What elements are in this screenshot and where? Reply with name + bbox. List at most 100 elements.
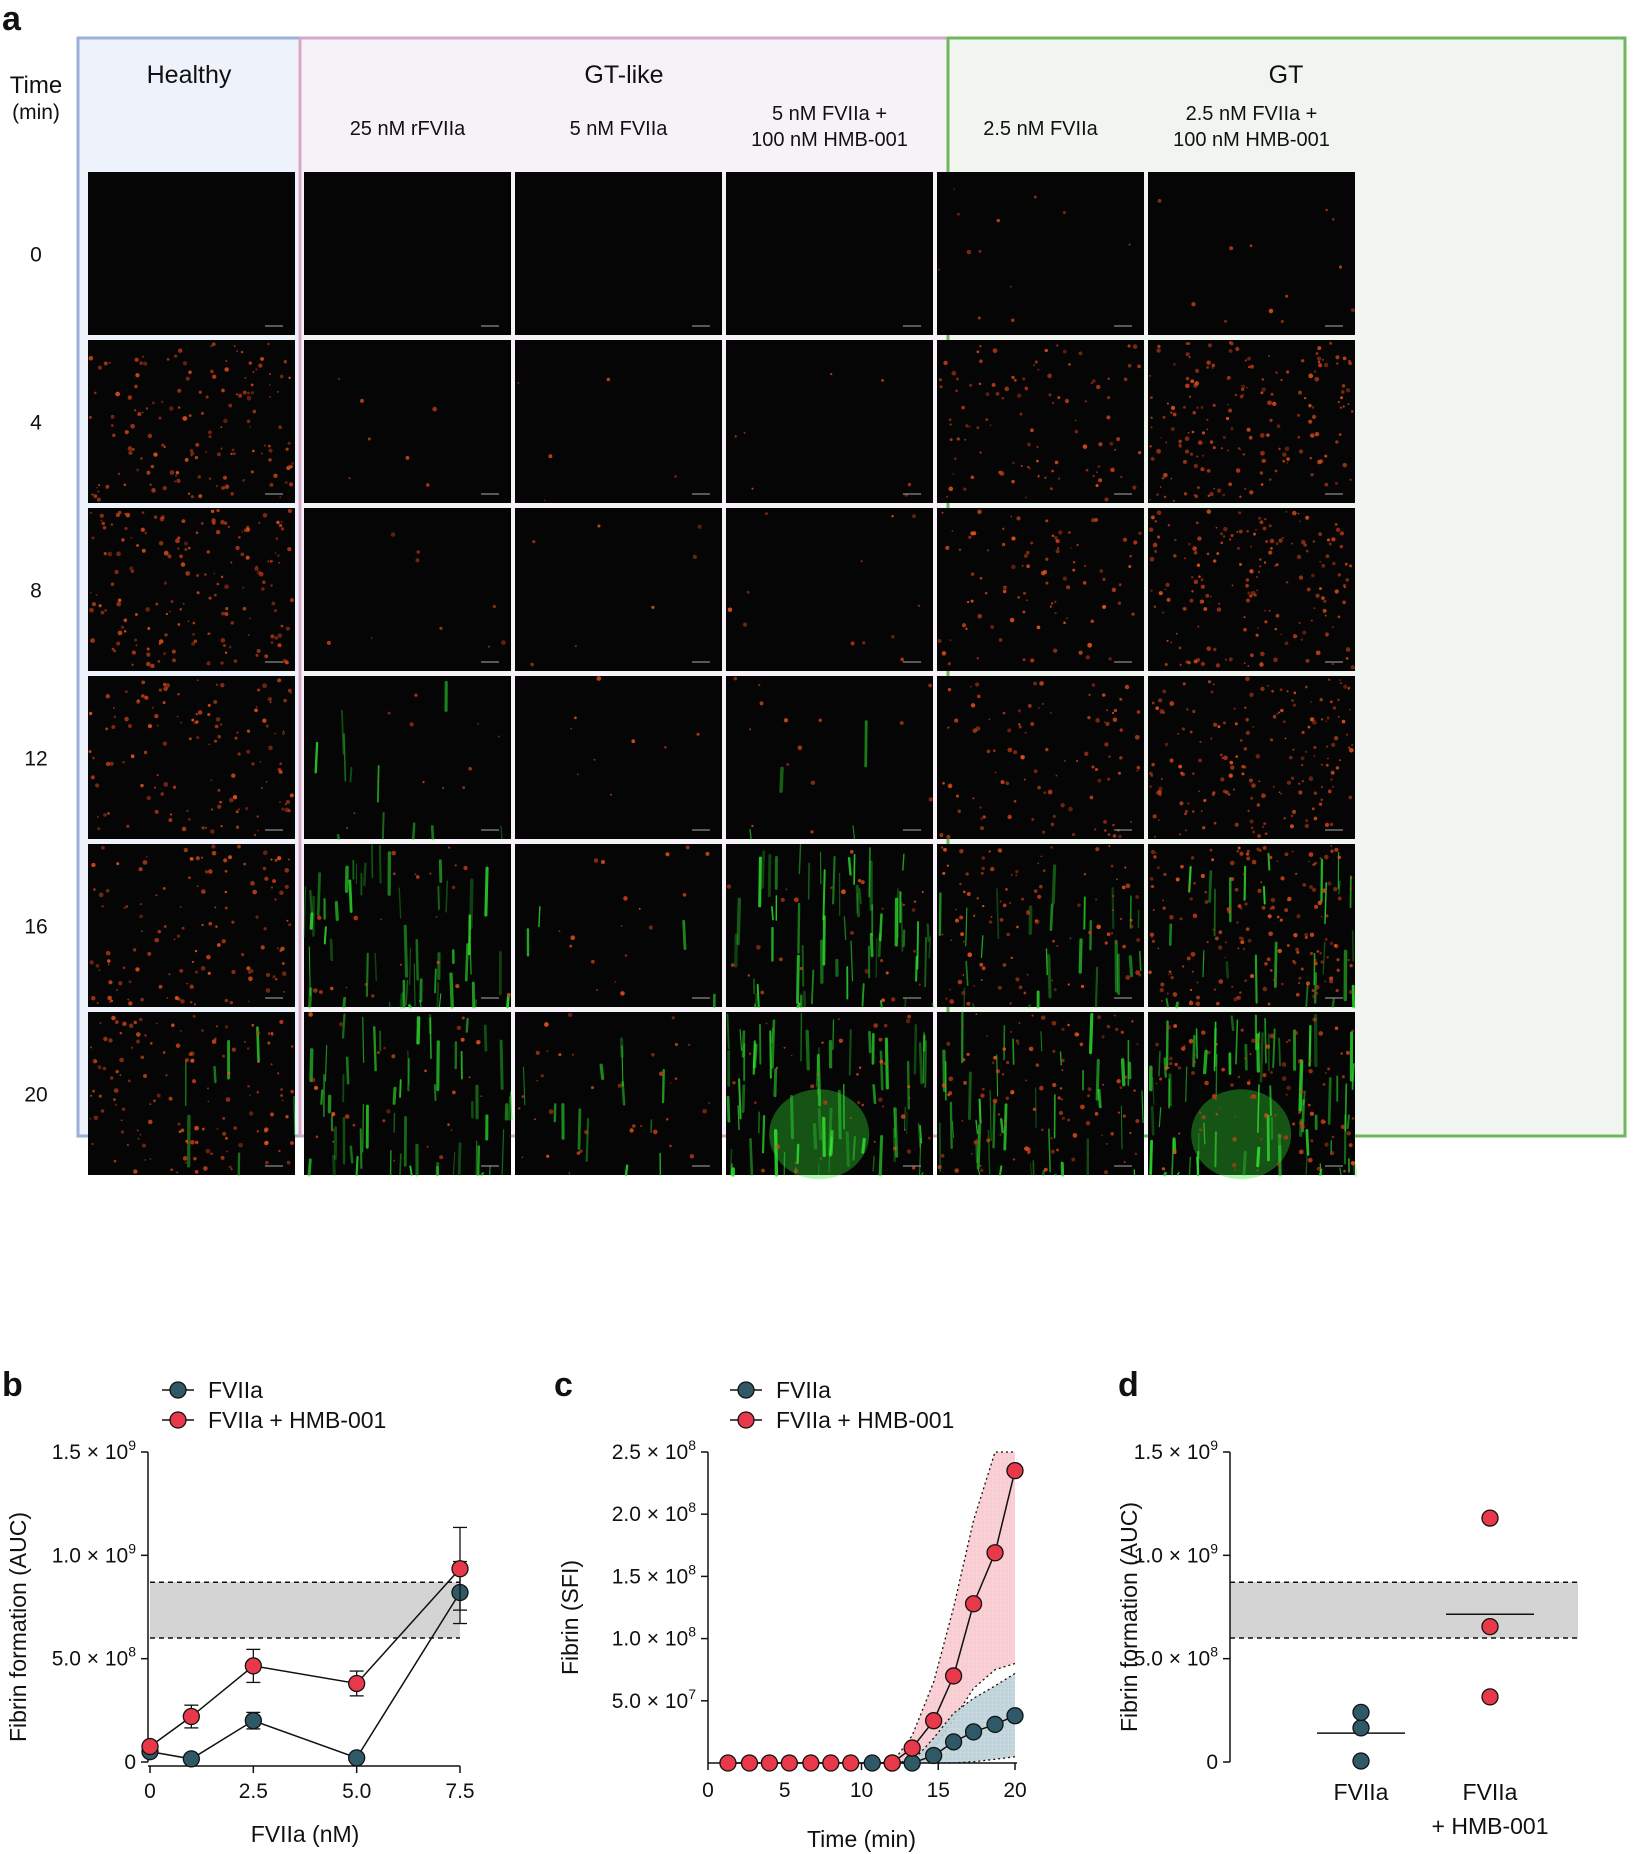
platelet-dot xyxy=(212,374,217,379)
platelet-dot xyxy=(1268,478,1272,481)
fibrin-streak xyxy=(779,766,784,793)
platelet-dot xyxy=(579,1149,583,1153)
platelet-dot xyxy=(1057,477,1061,480)
platelet-dot xyxy=(1308,860,1310,863)
platelet-dot xyxy=(227,525,230,528)
platelet-dot xyxy=(1260,881,1263,884)
platelet-dot xyxy=(141,930,144,933)
platelet-dot xyxy=(168,818,173,823)
platelet-dot xyxy=(1320,798,1323,801)
platelet-dot xyxy=(1196,406,1199,409)
platelet-dot xyxy=(181,826,187,832)
platelet-dot xyxy=(1051,979,1053,982)
platelet-dot xyxy=(1336,968,1340,972)
platelet-dot xyxy=(1077,903,1081,908)
platelet-dot xyxy=(169,610,171,613)
platelet-dot xyxy=(1050,602,1054,605)
platelet-dot xyxy=(141,680,146,685)
platelet-dot xyxy=(1089,795,1094,800)
platelet-dot xyxy=(1127,363,1132,368)
fibrin-streak xyxy=(903,1106,906,1132)
platelet-dot xyxy=(970,475,975,480)
platelet-dot xyxy=(970,703,976,708)
platelet-dot xyxy=(269,559,273,563)
platelet-dot xyxy=(1022,377,1026,381)
platelet-dot xyxy=(487,645,490,648)
platelet-dot xyxy=(1350,308,1356,313)
platelet-dot xyxy=(1244,979,1247,982)
platelet-dot xyxy=(163,550,169,556)
data-point-1-12 xyxy=(986,1544,1004,1562)
fibrin-streak xyxy=(1259,1032,1264,1083)
fibrin-streak xyxy=(975,1144,978,1163)
platelet-dot xyxy=(1244,1057,1247,1060)
platelet-dot xyxy=(530,662,534,667)
platelet-dot xyxy=(287,858,290,861)
platelet-dot xyxy=(1200,467,1205,472)
platelet-dot xyxy=(269,482,274,487)
platelet-dot xyxy=(1163,495,1167,499)
platelet-dot xyxy=(123,618,128,623)
fibrin-glow xyxy=(769,1089,870,1180)
platelet-dot xyxy=(1237,447,1241,450)
fibrin-streak xyxy=(1235,1019,1239,1065)
platelet-dot xyxy=(1309,885,1313,889)
platelet-dot xyxy=(747,974,751,977)
platelet-dot xyxy=(277,1072,280,1075)
fibrin-streak xyxy=(1202,1049,1208,1075)
platelet-dot xyxy=(377,780,380,783)
platelet-dot xyxy=(119,1057,124,1063)
micrograph-c1-t0 xyxy=(304,172,511,335)
platelet-dot xyxy=(1285,1093,1288,1096)
platelet-dot xyxy=(189,856,194,861)
platelet-dot xyxy=(1283,720,1286,723)
platelet-dot xyxy=(1201,431,1206,435)
platelet-dot xyxy=(1274,1114,1277,1117)
platelet-dot xyxy=(1033,195,1037,199)
platelet-dot xyxy=(1339,759,1341,761)
platelet-dot xyxy=(284,884,289,890)
fibrin-streak xyxy=(1322,941,1326,975)
platelet-dot xyxy=(1116,437,1121,442)
platelet-dot xyxy=(1350,876,1353,879)
platelet-dot xyxy=(1104,941,1108,945)
platelet-dot xyxy=(160,515,165,520)
platelet-dot xyxy=(1296,914,1301,919)
platelet-dot xyxy=(1216,607,1222,612)
platelet-dot xyxy=(233,659,238,663)
platelet-dot xyxy=(950,939,953,942)
platelet-dot xyxy=(147,433,153,439)
platelet-dot xyxy=(1155,852,1157,854)
platelet-dot xyxy=(1277,948,1282,954)
fibrin-streak xyxy=(476,1145,481,1177)
platelet-dot xyxy=(1255,1038,1259,1042)
platelet-dot xyxy=(1207,1050,1211,1055)
platelet-dot xyxy=(1120,475,1123,479)
platelet-dot xyxy=(992,348,998,354)
platelet-dot xyxy=(1276,915,1280,919)
fibrin-streak xyxy=(1257,1031,1261,1050)
platelet-dot xyxy=(1184,449,1190,454)
platelet-dot xyxy=(210,369,214,374)
platelet-dot xyxy=(171,649,176,654)
fibrin-streak xyxy=(822,869,826,921)
platelet-dot xyxy=(237,752,241,756)
platelet-dot xyxy=(245,807,249,811)
platelet-dot xyxy=(989,866,995,872)
platelet-dot xyxy=(978,249,982,253)
platelet-dot xyxy=(1334,522,1338,526)
platelet-dot xyxy=(179,905,182,908)
platelet-dot xyxy=(240,952,245,957)
platelet-dot xyxy=(250,470,254,474)
panel-letter-a: a xyxy=(2,0,22,38)
platelet-dot xyxy=(1308,1069,1313,1074)
platelet-dot xyxy=(150,464,155,469)
fibrin-streak xyxy=(293,1095,296,1136)
platelet-dot xyxy=(1221,1067,1226,1072)
micrograph-background xyxy=(937,340,1144,503)
platelet-dot xyxy=(590,1086,594,1090)
platelet-dot xyxy=(1169,701,1175,706)
platelet-dot xyxy=(953,188,956,190)
platelet-dot xyxy=(1149,556,1155,562)
platelet-dot xyxy=(576,1151,581,1155)
